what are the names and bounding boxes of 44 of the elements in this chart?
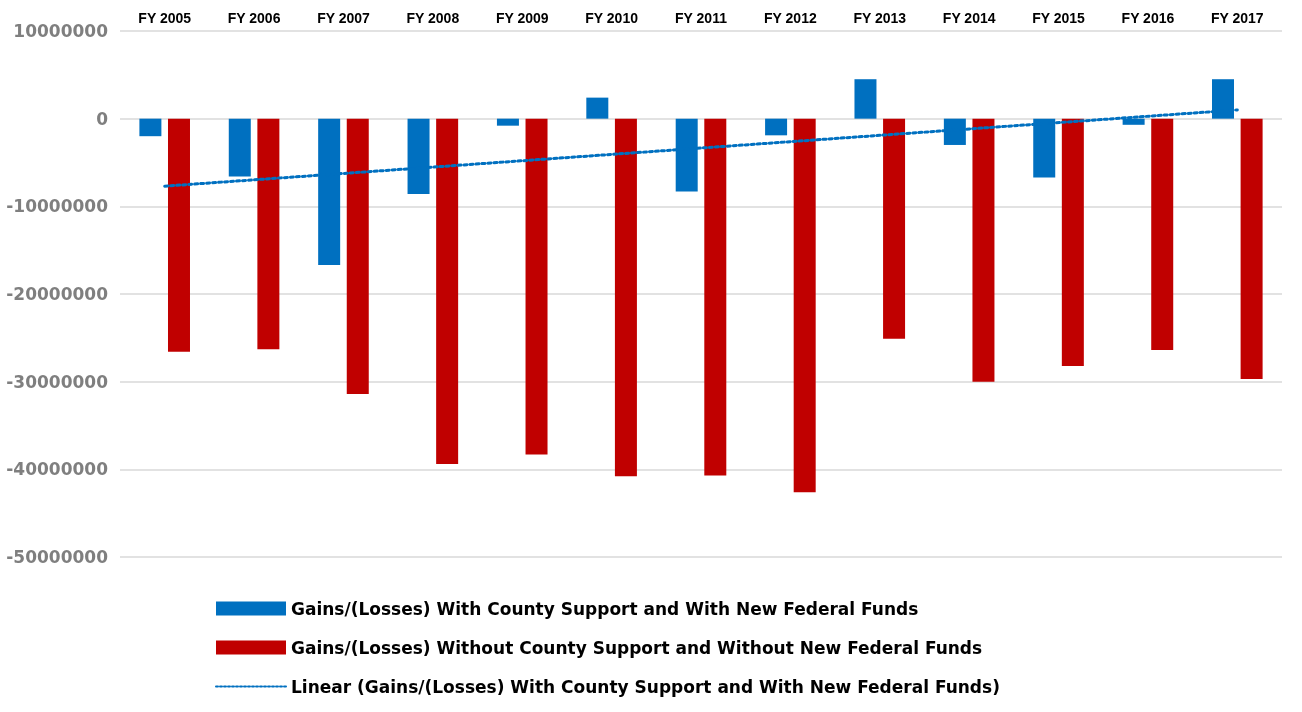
- bar: [1240, 118, 1263, 380]
- bar: [704, 118, 727, 476]
- bar: [167, 118, 190, 352]
- y-tick-label: -10000000: [6, 196, 109, 217]
- y-tick-label: -50000000: [6, 547, 109, 567]
- bar: [257, 118, 280, 350]
- x-tick-label: FY 2015: [1032, 10, 1086, 26]
- legend-label: Gains/(Losses) With County Support and With New Federal Funds: [291, 598, 919, 619]
- bar: [346, 118, 369, 394]
- x-tick-label: FY 2006: [227, 10, 281, 26]
- bar: [1061, 118, 1084, 366]
- bar: [586, 97, 609, 119]
- y-tick-label: 10000000: [13, 21, 109, 41]
- y-tick-label: 0: [96, 108, 109, 129]
- y-tick-label: -30000000: [6, 371, 109, 392]
- bar: [1122, 118, 1145, 125]
- bar: [228, 118, 251, 177]
- bar: [972, 118, 995, 382]
- bar: [139, 118, 162, 137]
- y-tick-label: -20000000: [6, 284, 109, 304]
- bar: [614, 118, 637, 477]
- x-tick-label: FY 2013: [853, 10, 907, 26]
- x-tick-label: FY 2009: [495, 10, 549, 26]
- x-tick-label: FY 2011: [675, 10, 728, 26]
- legend-label: Gains/(Losses) Without County Support and Without New Federal Funds: [291, 637, 983, 658]
- bar: [436, 118, 459, 465]
- bar: [883, 118, 906, 339]
- y-tick-label: -40000000: [6, 459, 109, 480]
- bar: [765, 118, 788, 136]
- bar: [1151, 118, 1174, 351]
- x-tick-label: FY 2014: [942, 10, 996, 26]
- bar: [496, 118, 519, 126]
- x-tick-label: FY 2007: [317, 10, 371, 26]
- x-tick-label: FY 2010: [585, 10, 639, 26]
- legend-label: Linear (Gains/(Losses) With County Support and With New Federal Funds): [291, 676, 1000, 697]
- x-tick-label: FY 2008: [406, 10, 460, 26]
- bar: [1033, 118, 1056, 178]
- x-tick-label: FY 2017: [1210, 10, 1264, 26]
- bar: [793, 118, 816, 493]
- bar: [854, 79, 877, 119]
- bar: [525, 118, 548, 455]
- x-tick-label: FY 2012: [764, 10, 817, 26]
- x-tick-label: FY 2016: [1121, 10, 1175, 26]
- x-tick-label: FY 2005: [138, 10, 192, 26]
